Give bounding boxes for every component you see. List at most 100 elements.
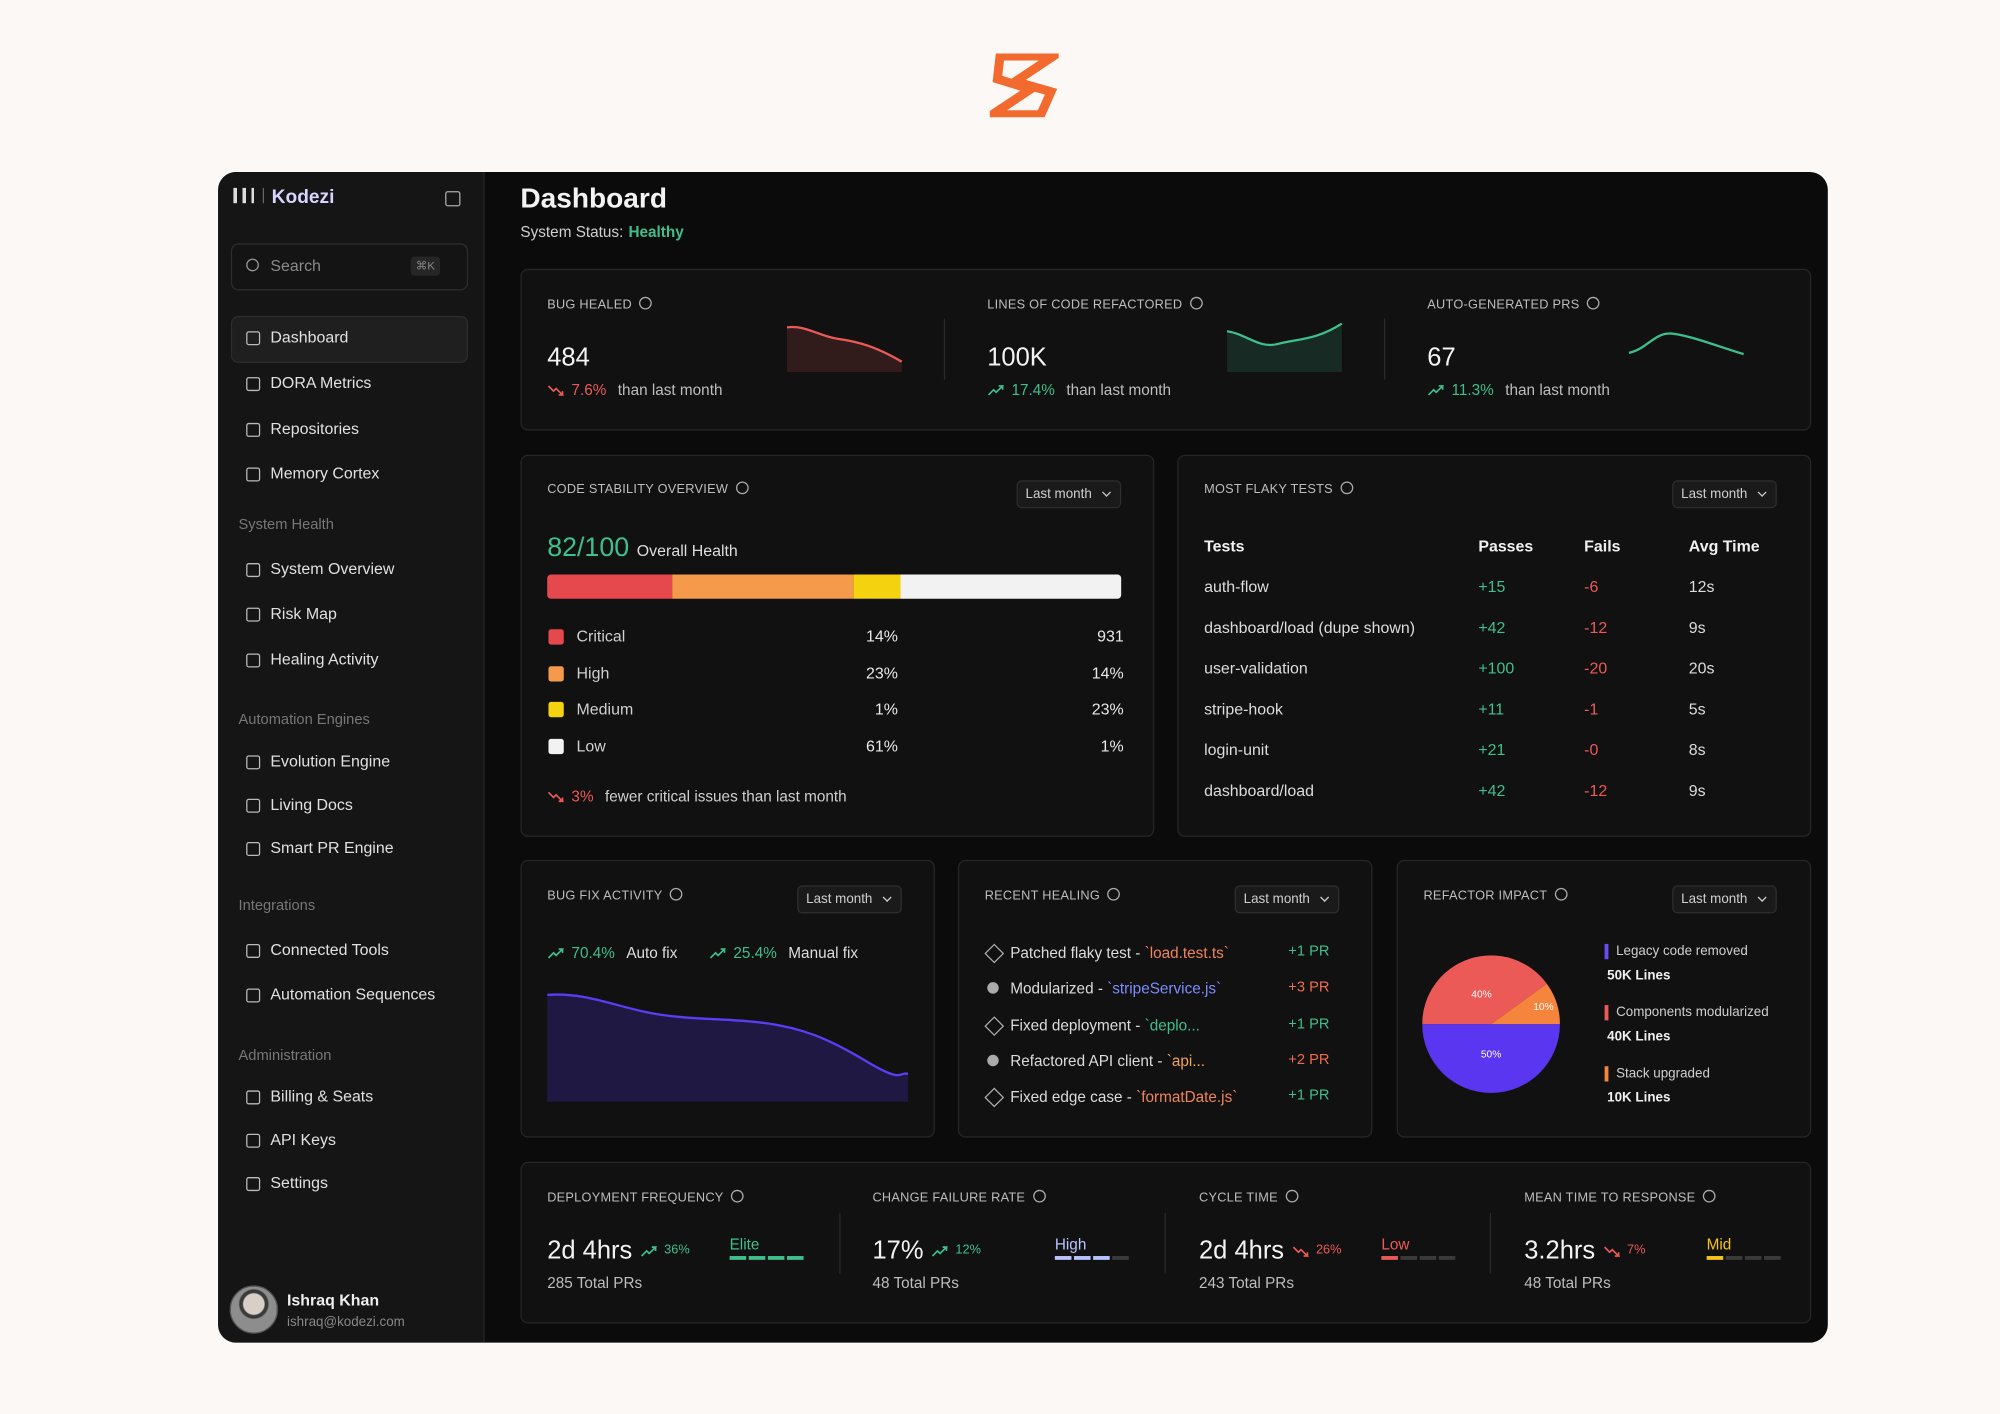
divider	[839, 1212, 841, 1274]
panel-title: REFACTOR IMPACT	[1423, 888, 1567, 903]
dora-value-row: 2d 4hrs 26%	[1199, 1238, 1342, 1263]
trend-arrow	[987, 384, 1004, 395]
panel-title: BUG FIX ACTIVITY	[547, 888, 683, 903]
arrow-line	[547, 384, 564, 396]
change-note: than last month	[1505, 380, 1610, 399]
rating-bar	[1725, 1256, 1743, 1260]
bugfix-legend: 25.4% Manual fix	[709, 945, 858, 960]
pie-slice	[1491, 983, 1560, 1025]
healing-text: Modularized -	[1010, 979, 1108, 998]
dora-value: 17%	[872, 1236, 924, 1265]
severity-count: 23%	[1091, 700, 1124, 719]
rating-bar	[1438, 1256, 1456, 1260]
health-bar-segment	[900, 574, 1122, 599]
nav-item[interactable]: Automation Sequences	[270, 985, 436, 1004]
nav-item[interactable]: API Keys	[270, 1130, 336, 1149]
range-dropdown[interactable]: Last month	[1234, 885, 1340, 914]
score-label: Overall Health	[636, 542, 738, 560]
severity-name: Medium	[576, 700, 634, 719]
severity-name: High	[576, 664, 610, 683]
footer-change: 3%	[571, 787, 594, 806]
range-dropdown[interactable]: Last month	[1672, 885, 1777, 914]
table-cell: -0	[1584, 741, 1599, 759]
arrow-line	[547, 947, 564, 958]
nav-item[interactable]: System Overview	[270, 560, 395, 579]
arrow-line	[709, 947, 726, 958]
table-cell: 8s	[1688, 741, 1706, 759]
kpi-change: 11.3% than last month	[1427, 382, 1610, 397]
table-cell: -20	[1584, 659, 1608, 678]
spark-line	[786, 325, 903, 363]
table-cell: +42	[1478, 618, 1506, 637]
nav-item[interactable]: Dashboard	[270, 328, 349, 347]
dora-value-row: 3.2hrs 7%	[1524, 1238, 1645, 1263]
table-cell: 9s	[1688, 618, 1706, 637]
collapse-sidebar[interactable]	[445, 191, 461, 207]
nav-item[interactable]: Living Docs	[270, 795, 353, 814]
spark-line	[1628, 332, 1744, 356]
healing-pr: +3 PR	[1288, 979, 1330, 996]
dora-label: CHANGE FAILURE RATE	[872, 1190, 1045, 1205]
rating-bar	[1381, 1256, 1398, 1260]
kpi-change: 17.4% than last month	[987, 382, 1171, 397]
dora-value-row: 17% 12%	[872, 1238, 980, 1263]
nav-item[interactable]: Repositories	[270, 420, 360, 438]
nav-icon	[246, 467, 261, 482]
score: 82/100	[547, 533, 630, 563]
divider	[1383, 318, 1386, 380]
legend-bar	[1604, 943, 1609, 960]
sidebar	[218, 171, 485, 1343]
trend-arrow	[547, 947, 564, 958]
dora-rating: Mid	[1706, 1235, 1732, 1254]
nav-item[interactable]: Connected Tools	[270, 941, 389, 959]
rating-bar	[1054, 1256, 1072, 1260]
nav-icon	[246, 1090, 261, 1105]
legend-swatch	[548, 701, 564, 718]
nav-item[interactable]: Billing & Seats	[270, 1087, 374, 1106]
text: Ishraq Khan	[286, 1291, 380, 1310]
table-cell: 5s	[1688, 700, 1706, 719]
pie-chart	[1422, 955, 1560, 1093]
arrow-line	[1603, 1245, 1620, 1257]
table-cell: +42	[1478, 781, 1506, 800]
status-label: System Status:	[520, 222, 624, 241]
text: ishraq@kodezi.com	[286, 1314, 405, 1330]
kpi-change: 7.6% than last month	[547, 382, 722, 397]
nav-item[interactable]: Healing Activity	[270, 650, 379, 669]
range-dropdown[interactable]: Last month	[1016, 480, 1122, 509]
healing-text: Patched flaky test -	[1010, 943, 1145, 962]
healing-item: Fixed deployment - `deplo...	[1010, 1018, 1200, 1033]
kpi-label: LINES OF CODE REFACTORED	[987, 297, 1203, 312]
table-cell: user-validation	[1204, 659, 1308, 678]
health-bar-segment	[853, 574, 901, 599]
nav-icon	[246, 842, 261, 857]
legend-swatch	[548, 666, 564, 682]
pie-slice	[1422, 955, 1547, 1025]
nav-icon	[246, 1177, 261, 1192]
trend-arrow	[709, 947, 726, 958]
dora-change: 36%	[664, 1243, 690, 1258]
site-logo	[989, 53, 1059, 118]
nav-item[interactable]: Memory Cortex	[270, 464, 380, 483]
panel-title: MOST FLAKY TESTS	[1204, 482, 1353, 497]
nav-icon	[246, 607, 261, 622]
nav-item[interactable]: Settings	[270, 1174, 329, 1193]
range-dropdown[interactable]: Last month	[797, 885, 902, 914]
range-dropdown[interactable]: Last month	[1672, 480, 1777, 509]
dora-sub: 243 Total PRs	[1198, 1273, 1295, 1292]
kpi-label: AUTO-GENERATED PRS	[1427, 297, 1600, 312]
spark-area	[1227, 323, 1342, 372]
nav-item[interactable]: Risk Map	[270, 604, 337, 623]
rating-bar	[1744, 1256, 1762, 1260]
legend-value: 70.4%	[571, 943, 615, 962]
nav-item[interactable]: Smart PR Engine	[270, 839, 394, 857]
pie-label: 50%	[1480, 1048, 1502, 1061]
healing-item: Fixed edge case - `formatDate.js`	[1010, 1089, 1237, 1104]
severity-name: Low	[576, 737, 606, 756]
nav-item[interactable]: DORA Metrics	[270, 374, 372, 393]
health-bar-segment	[672, 574, 854, 599]
bugfix-legend: 70.4% Auto fix	[547, 945, 677, 960]
nav-item[interactable]: Evolution Engine	[270, 752, 391, 771]
table-cell: -1	[1584, 700, 1599, 719]
